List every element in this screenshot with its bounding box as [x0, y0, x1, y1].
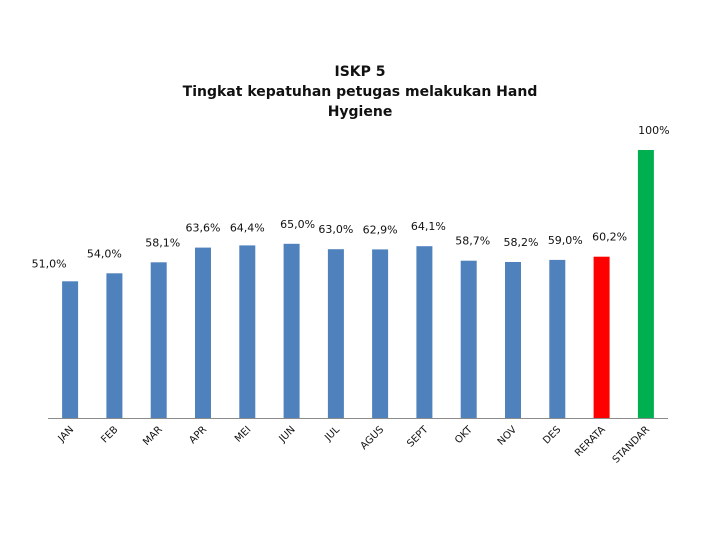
bar-rerata: [593, 256, 610, 418]
tick-label-standar: STANDAR: [611, 424, 652, 465]
tick-labels-group: JAN FEB MAR APR MEI JUN JUL AGUS SEPT OKT NOV DES RE…: [56, 424, 652, 466]
chart-title: ISKP 5 Tingkat kepatuhan petugas melakuk…: [0, 62, 720, 122]
tick-label-sept: SEPT: [405, 424, 431, 450]
data-label-okt: 58,7%: [455, 235, 490, 248]
bar-apr: [195, 247, 211, 418]
data-label-jul: 63,0%: [318, 223, 353, 236]
tick-label-nov: NOV: [496, 424, 519, 447]
bar-agus: [372, 249, 389, 418]
data-label-apr: 63,6%: [186, 222, 221, 235]
bar-mei: [239, 245, 256, 418]
tick-label-okt: OKT: [453, 424, 475, 446]
bar-feb: [106, 273, 123, 418]
chart-title-line-2: Tingkat kepatuhan petugas melakukan Hand: [182, 84, 538, 100]
data-label-feb: 54,0%: [87, 247, 122, 260]
tick-label-jun: JUN: [277, 424, 298, 445]
tick-label-apr: APR: [187, 424, 209, 446]
tick-label-agus: AGUS: [359, 424, 387, 452]
bars-group: [62, 150, 654, 418]
bar-nov: [505, 262, 521, 418]
bar-standar: [637, 150, 654, 418]
tick-label-feb: FEB: [99, 424, 120, 445]
data-label-agus: 62,9%: [363, 223, 398, 236]
chart-title-line-1: ISKP 5: [334, 64, 386, 80]
data-label-jan: 51,0%: [32, 257, 67, 270]
tick-label-jan: JAN: [56, 424, 77, 445]
data-label-rerata: 60,2%: [592, 231, 627, 244]
bar-des: [549, 259, 566, 418]
tick-label-mar: MAR: [141, 424, 165, 448]
bar-jan: [62, 281, 79, 418]
data-label-jun: 65,0%: [280, 218, 315, 231]
data-label-des: 59,0%: [548, 234, 583, 247]
data-label-sept: 64,1%: [411, 220, 446, 233]
chart-title-line-3: Hygiene: [327, 104, 393, 120]
bar-jun: [283, 243, 300, 418]
data-label-mei: 64,4%: [230, 221, 265, 234]
bar-sept: [416, 246, 433, 418]
data-labels-group: 51,0% 54,0% 58,1% 63,6% 64,4% 65,0% 63,0% 62,9%…: [32, 124, 670, 270]
data-label-mar: 58,1%: [145, 236, 180, 249]
bar-mar: [150, 262, 167, 418]
tick-label-des: DES: [541, 424, 563, 446]
bar-jul: [327, 249, 344, 418]
data-label-standar: 100%: [638, 124, 669, 137]
tick-label-jul: JUL: [322, 424, 342, 444]
data-label-nov: 58,2%: [504, 236, 539, 249]
tick-label-rerata: RERATA: [573, 424, 608, 459]
bar-okt: [460, 260, 477, 418]
tick-label-mei: MEI: [233, 424, 253, 444]
